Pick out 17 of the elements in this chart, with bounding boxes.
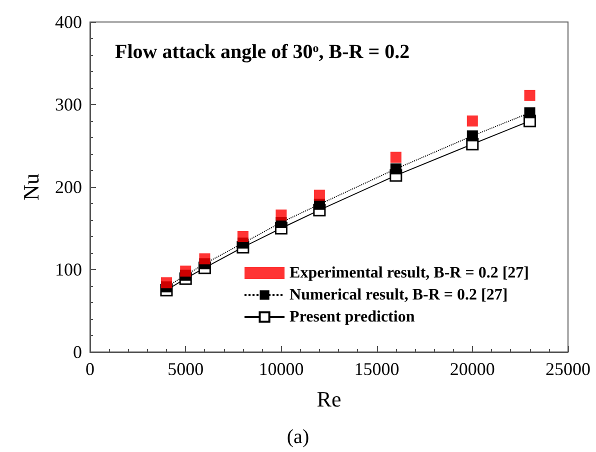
legend-label: Experimental result, B-R = 0.2 [27] xyxy=(290,264,530,282)
y-tick-label: 200 xyxy=(55,177,82,197)
x-tick-label: 25000 xyxy=(546,359,590,379)
y-tick-label: 0 xyxy=(73,342,82,362)
y-tick-label: 300 xyxy=(55,94,82,114)
x-axis-title: Re xyxy=(316,386,342,412)
x-tick-label: 15000 xyxy=(354,359,400,379)
x-tick-label: 20000 xyxy=(450,359,495,379)
legend-label: Present prediction xyxy=(290,308,415,326)
x-tick-label: 10000 xyxy=(258,359,304,379)
y-tick-label: 100 xyxy=(55,260,82,280)
y-axis-title: Nu xyxy=(18,174,44,200)
x-tick-label: 0 xyxy=(86,359,94,379)
x-tick-label: 5000 xyxy=(168,359,204,379)
text: (a) xyxy=(286,426,310,448)
legend-label: Numerical result, B-R = 0.2 [27] xyxy=(290,286,508,304)
y-tick-label: 400 xyxy=(55,12,82,32)
